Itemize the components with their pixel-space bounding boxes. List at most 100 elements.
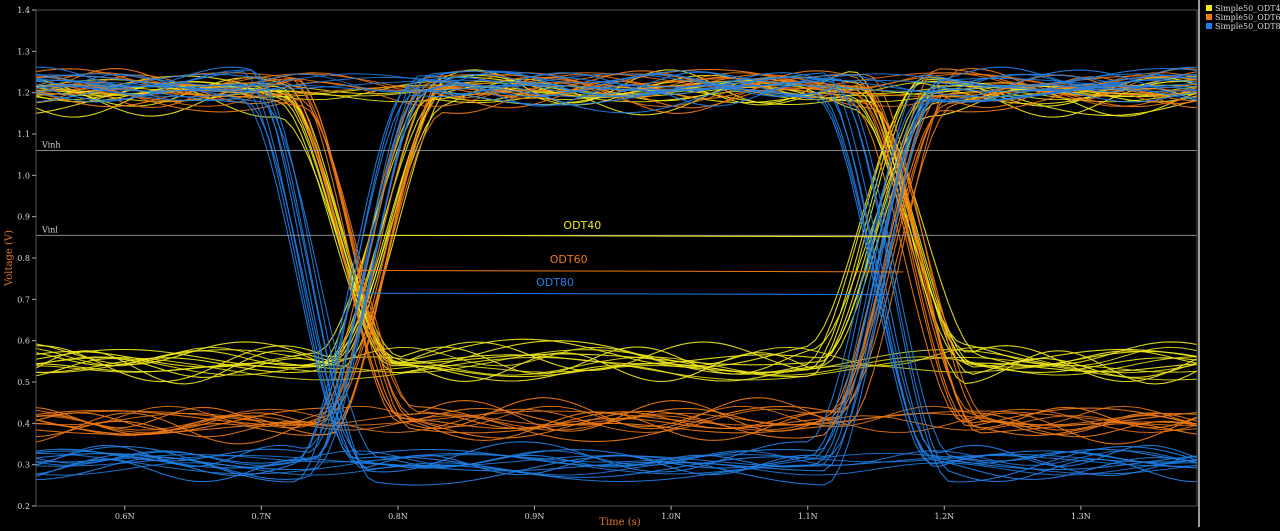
series-simple50-odt6 (35, 68, 1198, 445)
x-tick-label: 1.0N (661, 512, 681, 521)
reference-label-vinh: Vinh (41, 141, 61, 150)
y-tick-label: 1.1 (17, 130, 30, 139)
trace-low-simple50-odt6 (35, 412, 1198, 426)
y-tick-label: 1.0 (17, 171, 30, 180)
x-tick-label: 0.8N (388, 512, 408, 521)
trace-rising-simple50-odt6 (35, 88, 1198, 436)
trace-low-simple50-odt4 (35, 349, 1198, 374)
annotation-label-odt60: ODT60 (550, 253, 588, 266)
trace-falling-simple50-odt4 (35, 75, 1198, 368)
trace-low-simple50-odt6 (35, 405, 1198, 428)
trace-falling-simple50-odt6 (35, 68, 1198, 430)
trace-falling-simple50-odt8 (35, 74, 1198, 483)
annotation-label-odt40: ODT40 (563, 219, 601, 232)
legend-label: Simple50_ODT8 (1215, 22, 1280, 31)
trace-falling-simple50-odt4 (35, 85, 1198, 365)
trace-falling-simple50-odt6 (35, 75, 1198, 434)
annotation-line-odt80 (356, 292, 890, 296)
x-tick-label: 0.7N (252, 512, 272, 521)
y-tick-label: 0.8 (17, 254, 30, 263)
y-tick-label: 0.9 (17, 213, 30, 222)
trace-rising-simple50-odt4 (35, 76, 1198, 369)
trace-rising-simple50-odt6 (35, 78, 1198, 435)
y-axis-title: Voltage (V) (4, 230, 15, 287)
trace-rising-simple50-odt4 (35, 80, 1198, 373)
y-tick-label: 1.2 (17, 89, 30, 98)
trace-low-simple50-odt6 (35, 408, 1198, 434)
trace-falling-simple50-odt8 (35, 85, 1198, 467)
x-tick-label: 1.2N (934, 512, 954, 521)
trace-falling-simple50-odt8 (35, 77, 1198, 472)
y-tick-label: 0.3 (17, 461, 30, 470)
x-axis-title: Time (s) (599, 517, 640, 527)
x-tick-label: 1.3N (1071, 512, 1091, 521)
legend-swatch (1206, 14, 1212, 20)
trace-rising-simple50-odt8 (35, 84, 1198, 464)
y-tick-label: 0.7 (17, 295, 30, 304)
trace-rising-simple50-odt4 (35, 85, 1198, 367)
trace-rising-simple50-odt6 (35, 68, 1198, 436)
trace-rising-simple50-odt8 (35, 76, 1198, 483)
trace-low-simple50-odt4 (35, 364, 1198, 373)
trace-low-simple50-odt4 (35, 356, 1198, 381)
trace-falling-simple50-odt6 (35, 68, 1198, 439)
annotation-line-odt40 (363, 234, 890, 238)
trace-high-simple50-odt8 (35, 73, 1198, 93)
trace-falling-simple50-odt4 (35, 85, 1198, 382)
y-tick-label: 0.4 (17, 419, 30, 428)
trace-falling-simple50-odt4 (35, 81, 1198, 375)
y-tick-label: 0.6 (17, 337, 30, 346)
trace-falling-simple50-odt4 (35, 87, 1198, 382)
trace-rising-simple50-odt4 (36, 78, 1198, 383)
trace-falling-simple50-odt4 (35, 77, 1198, 372)
trace-high-simple50-odt8 (35, 76, 1198, 98)
trace-high-simple50-odt4 (35, 82, 1198, 95)
trace-rising-simple50-odt8 (35, 70, 1198, 462)
trace-low-simple50-odt8 (35, 454, 1198, 463)
trace-rising-simple50-odt4 (35, 89, 1198, 373)
annotation-line-odt60 (356, 269, 904, 273)
legend-label: Simple50_ODT4 (1215, 4, 1280, 13)
legend-swatch (1206, 5, 1212, 11)
trace-low-simple50-odt8 (35, 452, 1198, 475)
y-tick-label: 1.4 (17, 6, 30, 15)
trace-rising-simple50-odt8 (35, 70, 1198, 471)
reference-label-vinl: Vinl (41, 225, 58, 234)
trace-falling-simple50-odt6 (35, 74, 1198, 441)
trace-rising-simple50-odt4 (35, 74, 1198, 365)
trace-falling-simple50-odt4 (35, 79, 1198, 378)
x-tick-label: 0.6N (115, 512, 135, 521)
trace-low-simple50-odt4 (35, 356, 1198, 376)
legend-label: Simple50_ODT6 (1215, 13, 1280, 22)
x-tick-label: 1.1N (798, 512, 818, 521)
trace-rising-simple50-odt4 (35, 69, 1198, 385)
trace-falling-simple50-odt8 (35, 79, 1198, 478)
trace-low-simple50-odt4 (35, 346, 1198, 367)
y-tick-label: 0.2 (17, 502, 30, 511)
series-simple50-odt4 (35, 69, 1198, 385)
series-simple50-odt8 (35, 66, 1198, 486)
trace-rising-simple50-odt4 (35, 86, 1198, 368)
trace-falling-simple50-odt4 (35, 85, 1198, 366)
trace-high-simple50-odt8 (36, 79, 1198, 91)
trace-rising-simple50-odt8 (35, 84, 1198, 467)
trace-rising-simple50-odt6 (35, 76, 1198, 429)
trace-high-simple50-odt6 (35, 81, 1198, 108)
trace-rising-simple50-odt6 (35, 74, 1198, 436)
legend-swatch (1206, 23, 1212, 29)
trace-low-simple50-odt6 (35, 410, 1198, 426)
trace-high-simple50-odt8 (35, 84, 1198, 92)
trace-falling-simple50-odt6 (35, 76, 1198, 442)
trace-rising-simple50-odt6 (35, 70, 1198, 438)
y-tick-label: 0.5 (17, 378, 30, 387)
trace-rising-simple50-odt4 (35, 85, 1198, 378)
y-tick-label: 1.3 (17, 47, 30, 56)
trace-rising-simple50-odt8 (35, 71, 1198, 483)
trace-falling-simple50-odt4 (35, 88, 1198, 375)
trace-rising-simple50-odt6 (35, 82, 1198, 445)
trace-rising-simple50-odt8 (35, 87, 1198, 469)
x-tick-label: 0.9N (525, 512, 545, 521)
trace-falling-simple50-odt8 (35, 89, 1198, 468)
